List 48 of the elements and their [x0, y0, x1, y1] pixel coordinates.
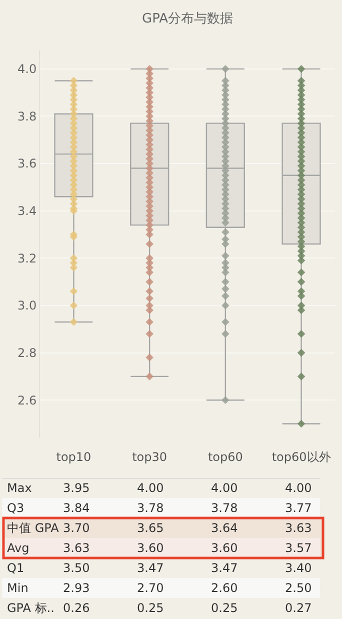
data-label: 4.00 — [137, 481, 164, 495]
data-label: 3.47 — [211, 561, 238, 575]
data-label: 3.50 — [63, 561, 90, 575]
y-tick-label: Q1 — [7, 561, 24, 575]
y-tick-label: 3.8 — [18, 109, 37, 124]
data-label: 2.50 — [285, 581, 312, 595]
data-label: 3.78 — [137, 501, 164, 515]
chart-title: GPA分布与数据 — [142, 12, 233, 27]
data-label: 3.95 — [63, 481, 90, 495]
data-label: 2.93 — [63, 581, 90, 595]
y-tick-label: Max — [7, 481, 32, 495]
y-tick-label: 3.2 — [18, 251, 37, 266]
data-label: 2.70 — [137, 581, 164, 595]
y-tick-label: 3.0 — [18, 298, 37, 313]
data-label: 4.00 — [211, 481, 238, 495]
y-tick-label: Avg — [7, 541, 30, 555]
x-tick-label: top10 — [56, 450, 92, 464]
data-label: 0.25 — [137, 601, 164, 615]
data-label: 3.64 — [211, 521, 238, 535]
data-label: 4.00 — [285, 481, 312, 495]
data-label: 3.60 — [211, 541, 238, 555]
y-tick-label: 3.4 — [18, 204, 37, 218]
data-label: 2.60 — [211, 581, 238, 595]
x-tick-label: top60 — [208, 450, 243, 464]
data-label: 3.40 — [285, 561, 312, 575]
data-label: 3.65 — [137, 521, 164, 535]
y-tick-label: 2.8 — [18, 346, 37, 360]
y-tick-label: 3.6 — [18, 156, 37, 171]
data-label: 3.78 — [211, 501, 238, 515]
data-label: 3.60 — [137, 541, 164, 555]
data-label: 3.57 — [285, 541, 312, 555]
y-tick-label: GPA 标.. — [7, 601, 54, 615]
y-tick-label: 2.6 — [18, 393, 37, 408]
data-label: 0.27 — [285, 601, 312, 615]
data-label: 0.25 — [211, 601, 238, 615]
y-tick-label: Q3 — [7, 501, 24, 515]
data-label: 3.77 — [285, 501, 312, 515]
data-label: 3.47 — [137, 561, 164, 575]
data-label: 3.63 — [285, 521, 312, 535]
data-label: 3.63 — [63, 541, 90, 555]
data-label: 3.84 — [63, 501, 90, 515]
x-tick-label: top60以外 — [272, 450, 331, 464]
y-tick-label: 4.0 — [18, 62, 37, 76]
y-tick-label: Min — [7, 581, 28, 595]
x-tick-label: top30 — [132, 450, 168, 464]
data-label: 0.26 — [63, 601, 90, 615]
y-tick-label: 中值 GPA — [7, 521, 60, 535]
data-label: 3.70 — [63, 521, 90, 535]
